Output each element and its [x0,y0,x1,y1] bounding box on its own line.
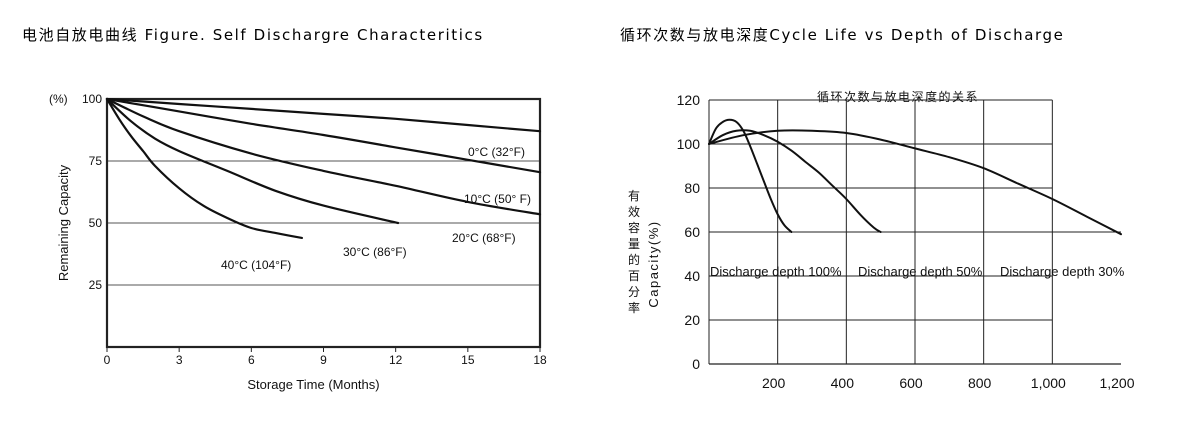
chart2-series-label-1: Discharge depth 50% [858,264,983,279]
chart1-y-tick-label: 75 [89,154,103,168]
chart1-x-tick-label: 15 [461,353,475,367]
chart2-x-tick-label: 800 [968,375,992,391]
chart2-y-tick-label: 20 [684,312,700,328]
chart2-series-label-0: Discharge depth 100% [710,264,842,279]
chart2-y-tick-label: 120 [677,92,701,108]
chart1-series-line-4 [105,97,303,239]
chart2-y-axis-label-en: Capacity(%) [646,220,661,307]
chart2-series-line-0 [708,118,793,233]
chart1-series-label-4: 40°C (104°F) [221,258,291,272]
left-figure-heading: 电池自放电曲线 Figure. Self Dischargre Characte… [22,26,484,44]
chart1-x-tick-label: 18 [533,353,547,367]
right-figure-heading: 循环次数与放电深度Cycle Life vs Depth of Discharg… [620,26,1065,44]
chart1-y-axis-label: Remaining Capacity [56,164,71,281]
chart2-x-tick-label: 1,000 [1031,375,1066,391]
chart2-x-tick-label: 600 [899,375,923,391]
chart1-y-unit: (%) [49,92,68,106]
chart1-y-tick-label: 100 [82,92,102,106]
chart1-x-tick-label: 6 [248,353,255,367]
chart1-series-label-2: 20°C (68°F) [452,231,516,245]
chart1-x-tick-label: 0 [104,353,111,367]
chart1-series-line-3 [105,97,400,225]
chart2-x-tick-label: 1,200 [1099,375,1134,391]
chart1-series-line-1 [105,97,542,174]
chart2-y-tick-label: 40 [684,268,700,284]
chart1-series-label-1: 10°C (50° F) [464,192,531,206]
chart1-y-tick-label: 50 [89,216,103,230]
chart2-series-line-1 [708,129,882,233]
chart2-x-tick-label: 200 [762,375,786,391]
chart2-title: 循环次数与放电深度的关系 [817,89,979,104]
chart1-x-tick-label: 3 [176,353,183,367]
chart1-series-line-2 [105,97,542,216]
chart1-series-line-0 [105,97,542,133]
chart1-x-tick-label: 12 [389,353,403,367]
chart2-y-tick-label: 80 [684,180,700,196]
chart2-series-line-2 [708,129,1122,236]
chart2-y-tick-label: 100 [677,136,701,152]
chart2-y-tick-label: 60 [684,224,700,240]
chart2-x-tick-label: 400 [831,375,855,391]
chart1-series-label-0: 0°C (32°F) [468,145,525,159]
chart1-y-tick-label: 25 [89,278,103,292]
chart2-y-axis-label-cn: 有效容量的百分率 [628,189,640,315]
chart2-series-label-2: Discharge depth 30% [1000,264,1125,279]
chart1-x-tick-label: 9 [320,353,327,367]
chart1-x-axis-label: Storage Time (Months) [247,377,379,392]
chart2-y-tick-label: 0 [692,356,700,372]
chart1-series-label-3: 30°C (86°F) [343,245,407,259]
